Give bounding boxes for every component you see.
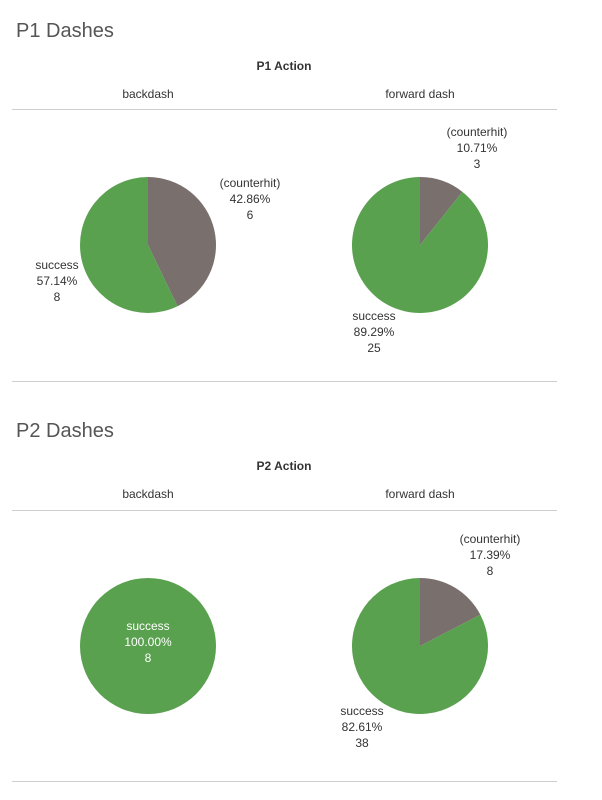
p2-action-header: P2 Action <box>256 459 312 473</box>
p1-backdash-slice-success <box>79 177 178 313</box>
p2-forward-dash-slice-success <box>352 578 488 714</box>
p1-forward-dash-label-success: success 89.29% 25 <box>352 309 395 355</box>
p1-bottom-divider <box>12 381 557 382</box>
p2-header-divider <box>12 510 557 511</box>
p1-forward-dash-slice-counterhit <box>420 177 463 245</box>
p2-dashes-title: P2 Dashes <box>16 420 114 442</box>
p2-forward-dash-label-counterhit: (counterhit) 17.39% 8 <box>460 532 521 578</box>
p2-forward-dash-slice-counterhit <box>420 578 481 646</box>
p1-backdash-slice-counterhit <box>148 177 216 307</box>
p1-backdash-label-counterhit: (counterhit) 42.86% 6 <box>220 176 281 222</box>
p2-bottom-divider <box>12 781 557 782</box>
p1-header-divider <box>12 109 557 110</box>
p2-column-header-backdash: backdash <box>122 487 174 501</box>
p1-dashes-title: P1 Dashes <box>16 20 114 42</box>
p2-forward-dash-label-success: success 82.61% 38 <box>340 704 383 750</box>
p1-action-header: P1 Action <box>256 59 312 73</box>
p2-column-header-forward-dash: forward dash <box>385 487 455 501</box>
p1-column-header-forward-dash: forward dash <box>385 87 455 101</box>
p1-column-header-backdash: backdash <box>122 87 174 101</box>
p2-backdash-slice-success <box>80 578 216 714</box>
p1-backdash-label-success: success 57.14% 8 <box>35 258 78 304</box>
p1-forward-dash-label-counterhit: (counterhit) 10.71% 3 <box>447 125 508 171</box>
p2-backdash-label-success: success 100.00% 8 <box>124 619 172 665</box>
p1-forward-dash-slice-success <box>352 177 489 314</box>
